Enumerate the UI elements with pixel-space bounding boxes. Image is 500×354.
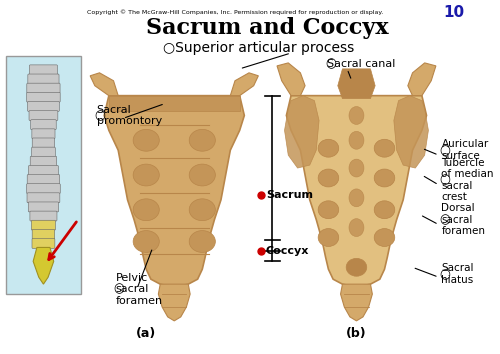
Polygon shape [286,96,426,287]
Text: ○: ○ [440,213,450,226]
Ellipse shape [346,258,366,276]
Text: Pelvic
sacral
foramen: Pelvic sacral foramen [116,273,162,306]
Text: ○: ○ [114,282,124,296]
FancyBboxPatch shape [32,229,54,239]
FancyBboxPatch shape [30,211,57,221]
Polygon shape [230,73,258,96]
FancyBboxPatch shape [28,165,58,175]
Ellipse shape [318,169,338,187]
Ellipse shape [374,139,395,157]
Text: Sacral
hiatus: Sacral hiatus [442,263,474,285]
FancyBboxPatch shape [26,92,60,102]
Ellipse shape [349,107,364,124]
Polygon shape [284,96,319,168]
Text: Sacrum: Sacrum [266,190,313,200]
FancyBboxPatch shape [32,220,56,230]
Ellipse shape [318,201,338,219]
Polygon shape [338,69,375,99]
Text: (b): (b) [346,327,367,340]
Ellipse shape [349,159,364,177]
Polygon shape [33,247,54,284]
Text: ○: ○ [440,144,450,157]
Ellipse shape [133,164,160,186]
Text: Dorsal
sacral
foramen: Dorsal sacral foramen [442,203,486,236]
Polygon shape [394,96,428,168]
Text: Coccyx: Coccyx [266,246,309,256]
FancyBboxPatch shape [28,74,59,84]
FancyBboxPatch shape [27,175,60,184]
FancyBboxPatch shape [32,147,56,157]
Polygon shape [90,73,118,96]
Ellipse shape [189,230,216,252]
Ellipse shape [374,229,395,246]
FancyBboxPatch shape [27,83,60,93]
Ellipse shape [189,199,216,221]
Ellipse shape [349,189,364,207]
Text: Copyright © The McGraw-Hill Companies, Inc. Permission required for reproduction: Copyright © The McGraw-Hill Companies, I… [87,9,383,15]
Ellipse shape [133,230,160,252]
Ellipse shape [374,169,395,187]
Ellipse shape [349,131,364,149]
Ellipse shape [189,129,216,151]
FancyBboxPatch shape [29,110,58,120]
Polygon shape [104,96,244,287]
Polygon shape [158,284,190,321]
Text: Auricular
surface: Auricular surface [442,139,488,161]
Ellipse shape [189,164,216,186]
FancyBboxPatch shape [30,120,56,130]
Text: (a): (a) [136,327,156,340]
Ellipse shape [318,229,338,246]
FancyBboxPatch shape [26,184,60,194]
FancyBboxPatch shape [6,56,81,294]
FancyBboxPatch shape [28,202,58,212]
Polygon shape [408,63,436,96]
Text: 10: 10 [444,5,465,21]
Text: ○: ○ [95,109,106,122]
Ellipse shape [133,199,160,221]
FancyBboxPatch shape [30,156,56,166]
Text: ○: ○ [326,57,336,70]
Text: Sacral canal: Sacral canal [328,59,396,69]
Text: Sacrum and Coccyx: Sacrum and Coccyx [146,17,389,39]
Text: Sacral
promontory: Sacral promontory [96,105,162,126]
Text: ○: ○ [440,268,450,281]
FancyBboxPatch shape [32,239,55,249]
Polygon shape [109,96,240,110]
Text: Tubercle
of median
sacral
crest: Tubercle of median sacral crest [442,158,494,202]
Text: ○: ○ [440,173,450,187]
FancyBboxPatch shape [30,65,58,75]
Polygon shape [340,284,372,321]
Ellipse shape [374,201,395,219]
FancyBboxPatch shape [32,138,54,148]
Polygon shape [277,63,305,96]
Ellipse shape [133,129,160,151]
Ellipse shape [318,139,338,157]
FancyBboxPatch shape [27,193,60,203]
Text: ○Superior articular process: ○Superior articular process [162,41,354,55]
FancyBboxPatch shape [28,102,60,112]
Ellipse shape [349,219,364,236]
FancyBboxPatch shape [32,129,55,139]
